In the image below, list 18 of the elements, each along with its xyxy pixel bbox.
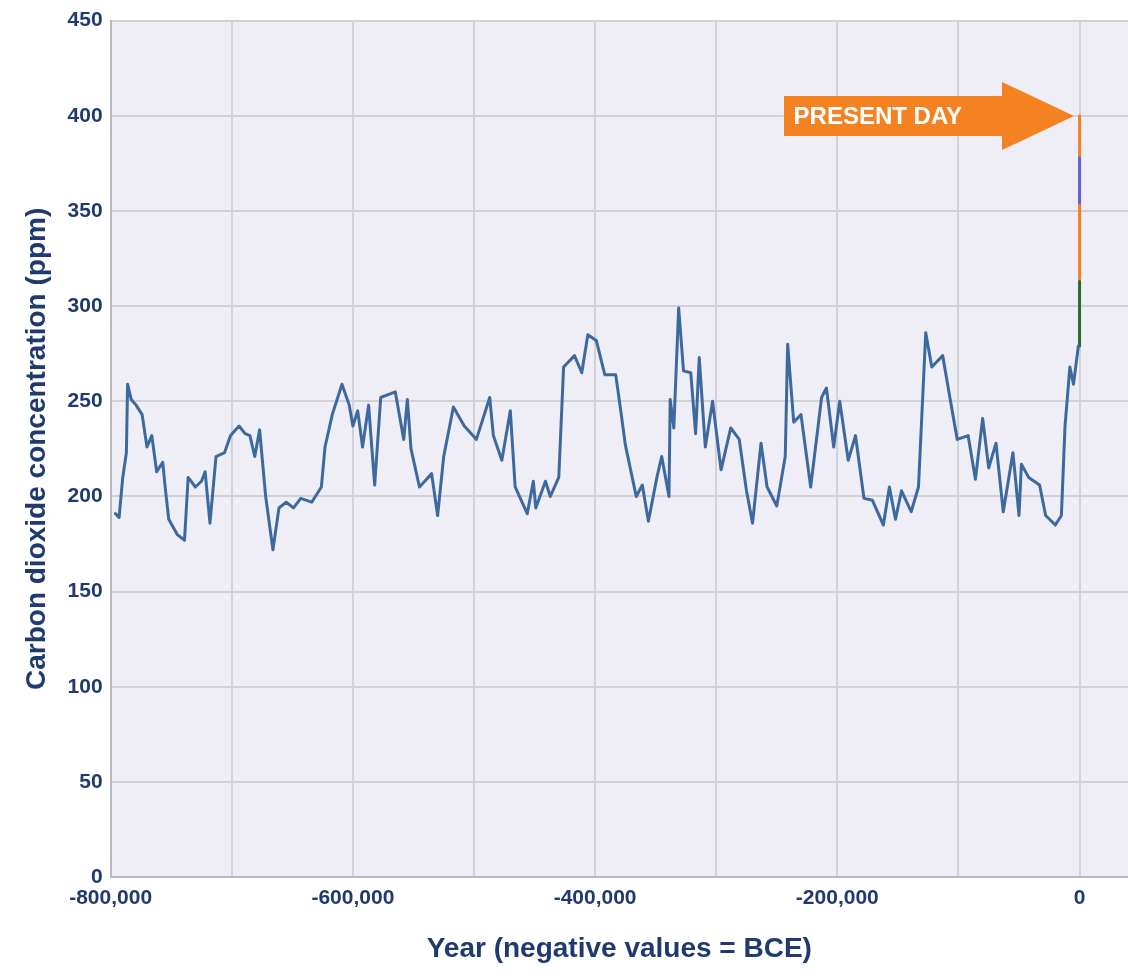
x-tick-label: -400,000 xyxy=(553,884,637,908)
x-tick-label: -800,000 xyxy=(69,884,153,908)
x-tick-label: -600,000 xyxy=(311,884,395,908)
x-axis-title: Year (negative values = BCE) xyxy=(426,931,812,963)
y-tick-label: 100 xyxy=(67,673,103,697)
y-tick-label: 50 xyxy=(79,768,103,792)
y-tick-label: 0 xyxy=(90,864,103,887)
y-tick-label: 400 xyxy=(67,102,103,126)
y-tick-label: 250 xyxy=(67,388,103,412)
x-tick-label: -200,000 xyxy=(795,884,879,908)
y-axis-title: Carbon dioxide concentration (ppm) xyxy=(19,207,51,691)
x-tick-label: 0 xyxy=(1073,884,1086,908)
y-tick-label: 450 xyxy=(67,7,103,31)
annotation: PRESENT DAY xyxy=(793,100,963,131)
y-tick-label: 150 xyxy=(67,578,103,602)
y-tick-label: 350 xyxy=(67,197,103,221)
y-tick-label: 300 xyxy=(67,292,103,316)
y-tick-label: 200 xyxy=(67,483,103,507)
